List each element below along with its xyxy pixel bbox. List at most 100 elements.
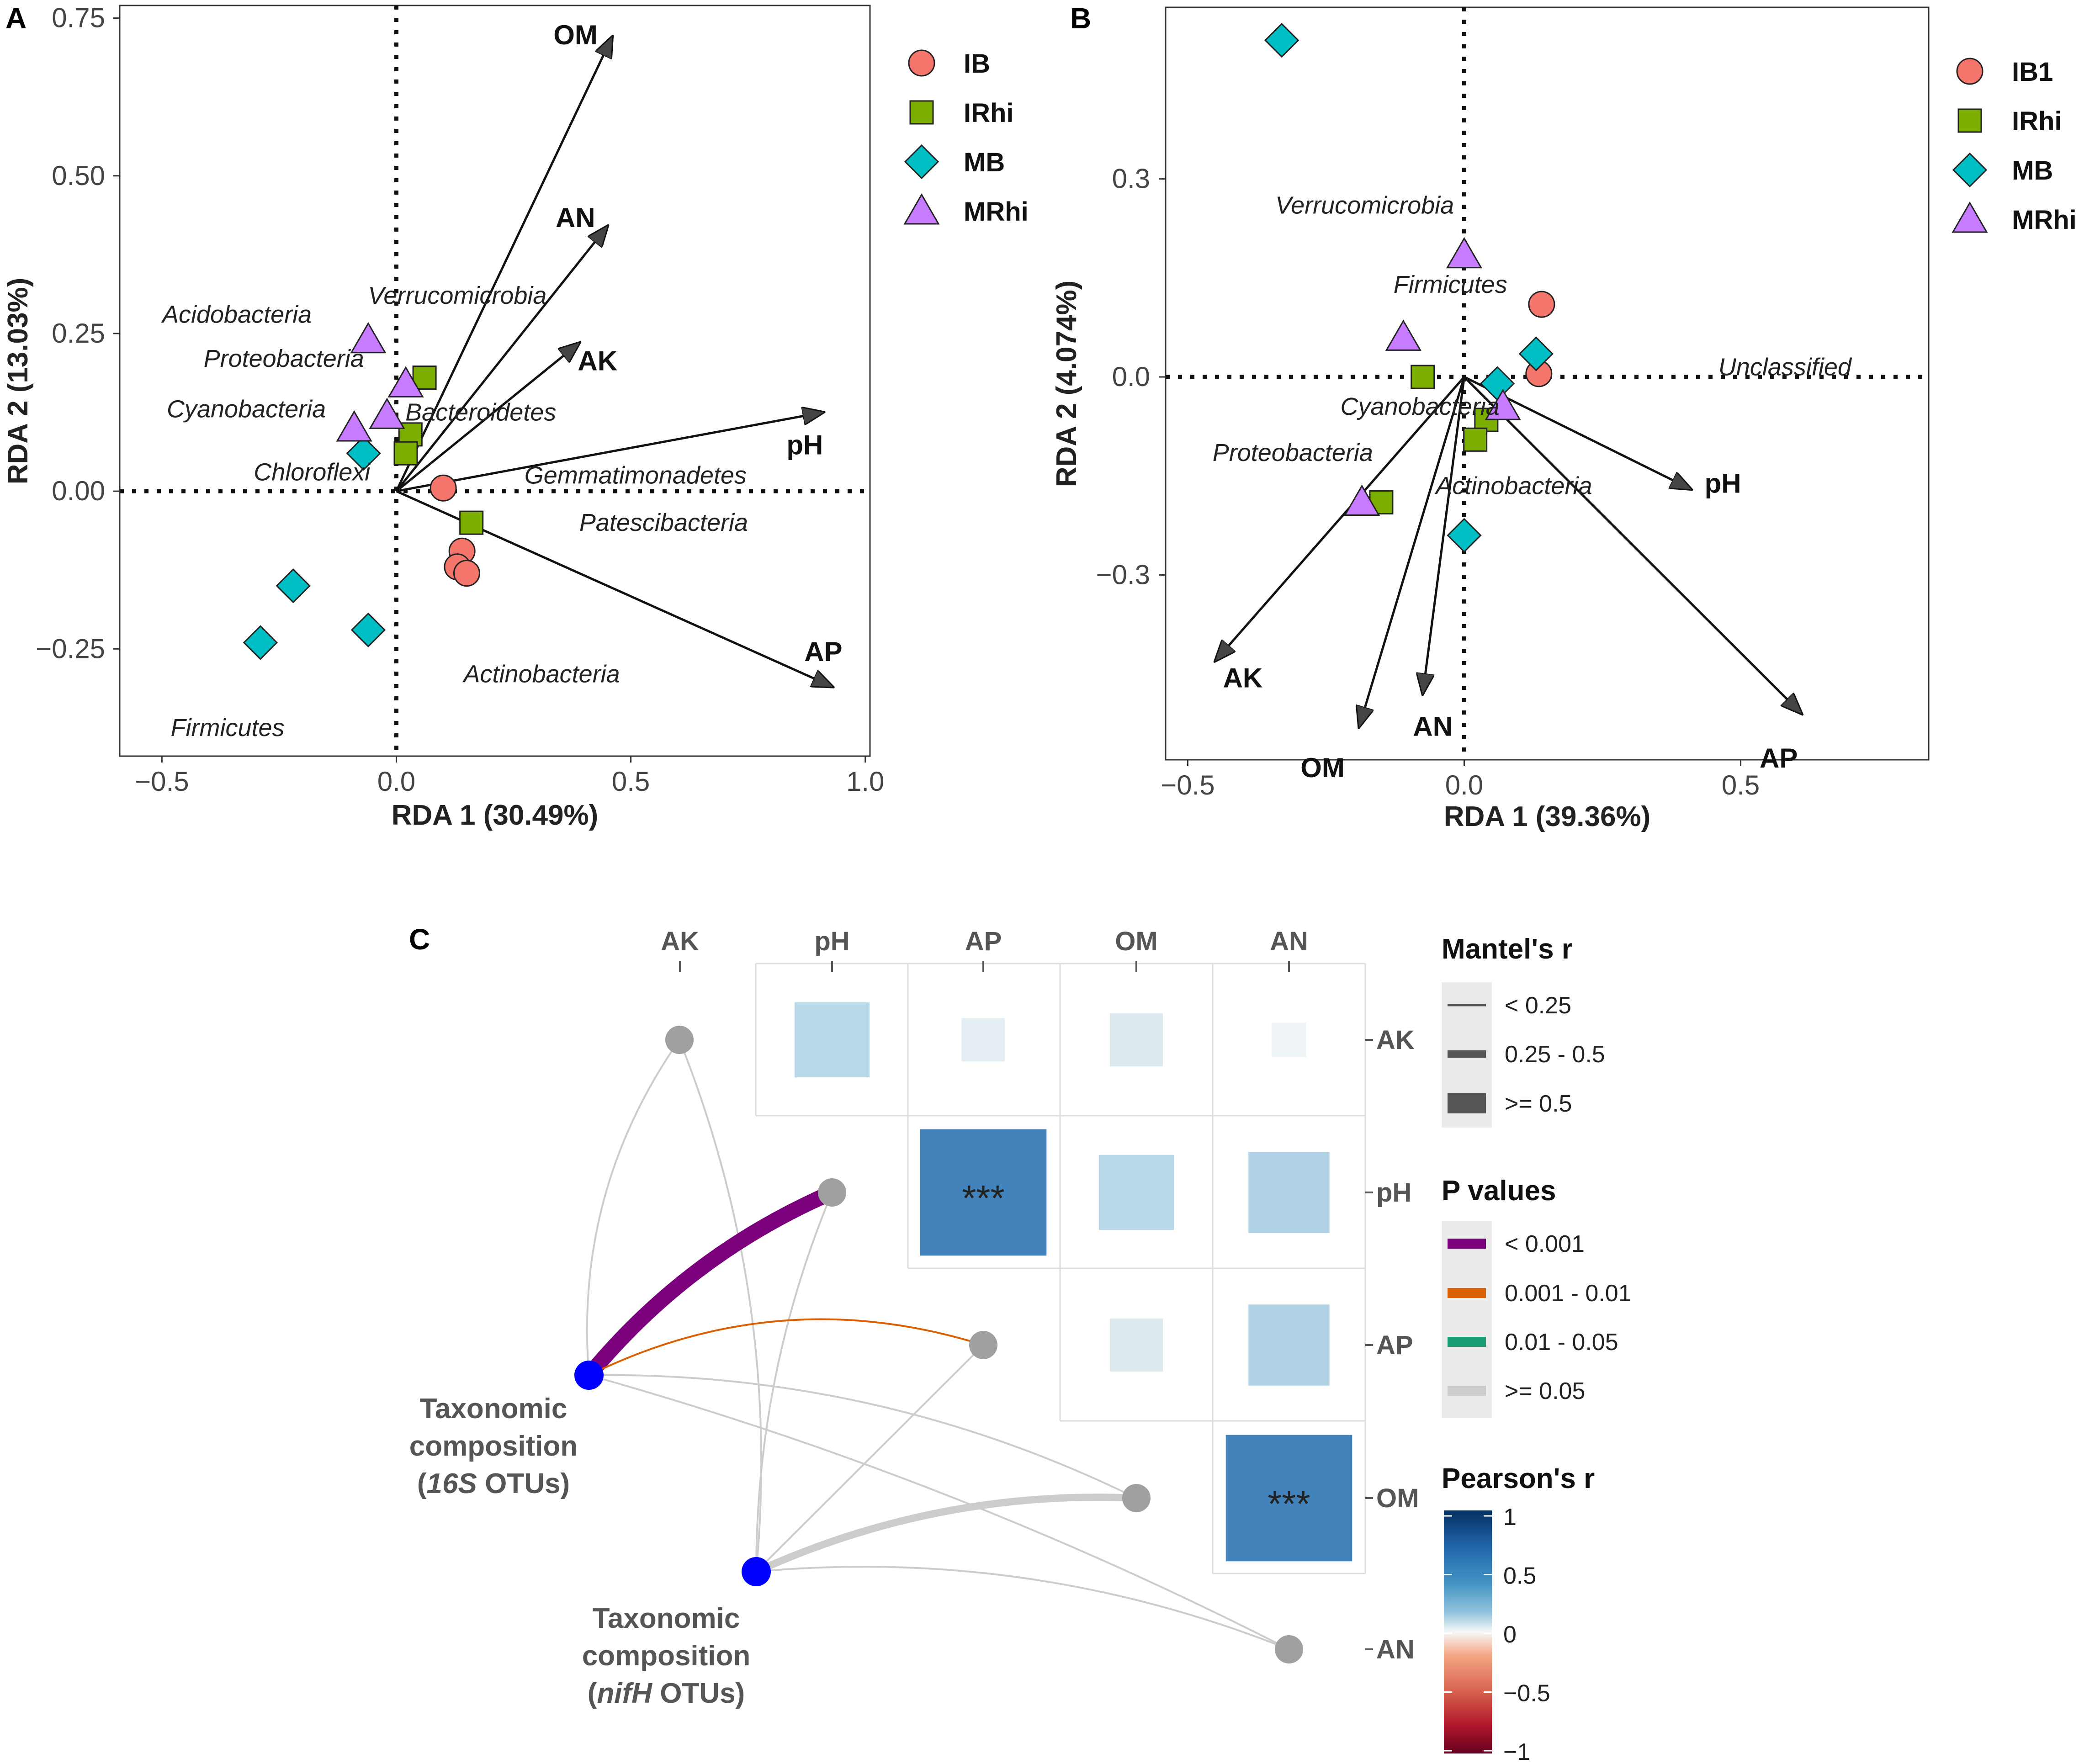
point-irhi <box>393 441 418 466</box>
arrow-label-ph: pH <box>1705 468 1741 499</box>
legend-label-irhi: IRhi <box>2012 106 2062 136</box>
point-mrhi <box>1385 319 1421 351</box>
point-mb <box>346 436 381 471</box>
point-mb <box>276 568 311 604</box>
x-tick-label: 0.5 <box>612 766 650 797</box>
arrow-label-ph: pH <box>786 430 823 461</box>
panel-c-nodes <box>574 1026 1303 1663</box>
pearson-legend: Pearson's r 1 0.5 0 −0.5 −1 <box>1442 1463 1595 1764</box>
point-mb <box>350 612 386 647</box>
taxon-label-unclassified: Unclassified <box>1718 353 1852 381</box>
legend-key-mb <box>1952 152 1988 188</box>
legend-label-ib1: IB1 <box>2012 57 2053 87</box>
taxon-label-verrucomicrobia: Verrucomicrobia <box>1275 191 1454 219</box>
p-legend-item-3: 0.01 - 0.05 <box>1505 1329 1618 1356</box>
taxon-label-proteobacteria: Proteobacteria <box>204 345 364 372</box>
taxon-label-bacteroidetes: Bacteroidetes <box>405 399 556 426</box>
mantel-link-16s-om <box>588 1374 1137 1499</box>
taxon-label-actinobacteria: Actinobacteria <box>1434 472 1592 499</box>
node-nifh-line2: composition <box>582 1640 751 1672</box>
taxon-label-firmicutes: Firmicutes <box>1394 271 1507 298</box>
legend-key-irhi <box>1957 108 1982 133</box>
point-mrhi <box>350 322 387 354</box>
y-tick-label: 0.3 <box>1112 164 1150 194</box>
panel-c-mantel-links <box>581 1039 1290 1650</box>
panel-c-mantel-heatmap: *** *** AK pH AP OM AN AK pH AP OM AN Taxonomic c… <box>409 927 1632 1764</box>
panel-a-x-axis-title: RDA 1 (30.49%) <box>392 800 599 831</box>
cell-ph-om <box>1098 1155 1174 1230</box>
point-mb <box>243 625 278 660</box>
panel-b-rda-plot: −0.5 0.0 0.5 −0.3 0.0 0.3 pH AP AK OM AN Verrucom… <box>1051 6 2077 832</box>
point-mb <box>1264 23 1299 58</box>
point-irhi <box>412 366 437 390</box>
y-tick-label: 0.75 <box>52 3 105 33</box>
arrow-an <box>1423 376 1465 694</box>
panel-c-column-labels: AK pH AP OM AN <box>661 927 1308 972</box>
p-legend-item-4: >= 0.05 <box>1505 1378 1585 1404</box>
arrow-label-an: AN <box>556 202 595 233</box>
mantel-legend: Mantel's r < 0.25 0.25 - 0.5 >= 0.5 <box>1442 933 1605 1128</box>
node-label-16s: Taxonomic composition (16S OTUs) <box>409 1393 578 1499</box>
pearson-legend-title: Pearson's r <box>1442 1463 1595 1494</box>
arrow-ak <box>1215 376 1465 661</box>
y-tick-label: −0.25 <box>36 633 105 664</box>
column-label-ak: AK <box>661 927 699 956</box>
panel-b-y-axis-title: RDA 2 (4.074%) <box>1051 281 1082 487</box>
point-ib <box>430 474 457 502</box>
column-label-an: AN <box>1270 927 1308 956</box>
arrow-label-ap: AP <box>804 636 842 667</box>
row-label-ap: AP <box>1376 1330 1413 1360</box>
arrow-ak <box>395 343 579 493</box>
panel-a-arrows: OM AN AK pH AP <box>395 20 843 687</box>
node-nifh-line3: (nifH OTUs) <box>588 1678 745 1709</box>
legend-key-irhi <box>909 100 934 125</box>
arrow-label-ap: AP <box>1760 743 1798 773</box>
cell-om-an <box>1225 1435 1352 1562</box>
y-tick-label: −0.3 <box>1096 559 1150 590</box>
legend-key-mrhi <box>903 193 940 225</box>
pearson-colorbar-ticks: 1 0.5 0 −0.5 −1 <box>1444 1504 1550 1764</box>
taxon-label-patescibacteria: Patescibacteria <box>579 509 748 536</box>
pearson-tick-label: 0.5 <box>1503 1563 1536 1589</box>
arrow-label-ak: AK <box>1223 662 1263 693</box>
cell-ak-an <box>1272 1022 1306 1057</box>
x-tick-label: 1.0 <box>846 766 884 797</box>
mantel-link-16s-ap <box>588 1318 984 1376</box>
cell-ph-an <box>1248 1152 1330 1233</box>
mantel-legend-item-3: >= 0.5 <box>1505 1091 1572 1117</box>
panel-b-legend: IB1 IRhi MB MRhi <box>1952 57 2077 235</box>
x-tick-label: −0.5 <box>1161 770 1215 800</box>
env-node-om <box>1122 1484 1151 1512</box>
mantel-link-nifh-ph <box>755 1192 833 1573</box>
panel-a-letter: A <box>5 2 27 35</box>
arrow-om <box>395 37 612 492</box>
pearson-tick-label: 0 <box>1503 1621 1517 1648</box>
mantel-legend-item-1: < 0.25 <box>1505 992 1571 1019</box>
cell-ak-om <box>1109 1013 1163 1067</box>
legend-key-ib <box>908 49 935 77</box>
cell-ap-an <box>1248 1304 1330 1386</box>
point-irhi <box>1463 427 1488 452</box>
mantel-legend-title: Mantel's r <box>1442 933 1573 965</box>
cell-ak-ap <box>961 1018 1005 1062</box>
panel-a-points <box>243 322 484 660</box>
p-legend-key-bg <box>1442 1221 1492 1418</box>
row-label-ph: pH <box>1376 1178 1411 1208</box>
node-nifh-line1: Taxonomic <box>593 1603 740 1634</box>
column-label-ap: AP <box>965 927 1002 956</box>
taxon-label-chloroflexi: Chloroflexi <box>254 459 371 486</box>
legend-label-mb: MB <box>964 148 1005 177</box>
y-tick-label: 0.50 <box>52 160 105 191</box>
point-irhi <box>459 510 484 535</box>
pearson-tick-label: −1 <box>1503 1739 1530 1764</box>
panel-a-rda-plot: −0.5 0.0 0.5 1.0 −0.25 0.00 0.25 0.50 0.75 OM AN A… <box>2 3 1029 831</box>
legend-label-ib: IB <box>964 49 990 79</box>
point-mrhi <box>1446 237 1483 269</box>
panel-c-cells: *** *** <box>794 1002 1352 1562</box>
panel-b-ticks: −0.5 0.0 0.5 −0.3 0.0 0.3 <box>1096 164 1760 800</box>
row-label-om: OM <box>1376 1483 1419 1513</box>
x-tick-label: 0.5 <box>1722 770 1760 800</box>
mantel-link-nifh-ak <box>679 1039 763 1573</box>
row-label-ak: AK <box>1376 1025 1415 1055</box>
